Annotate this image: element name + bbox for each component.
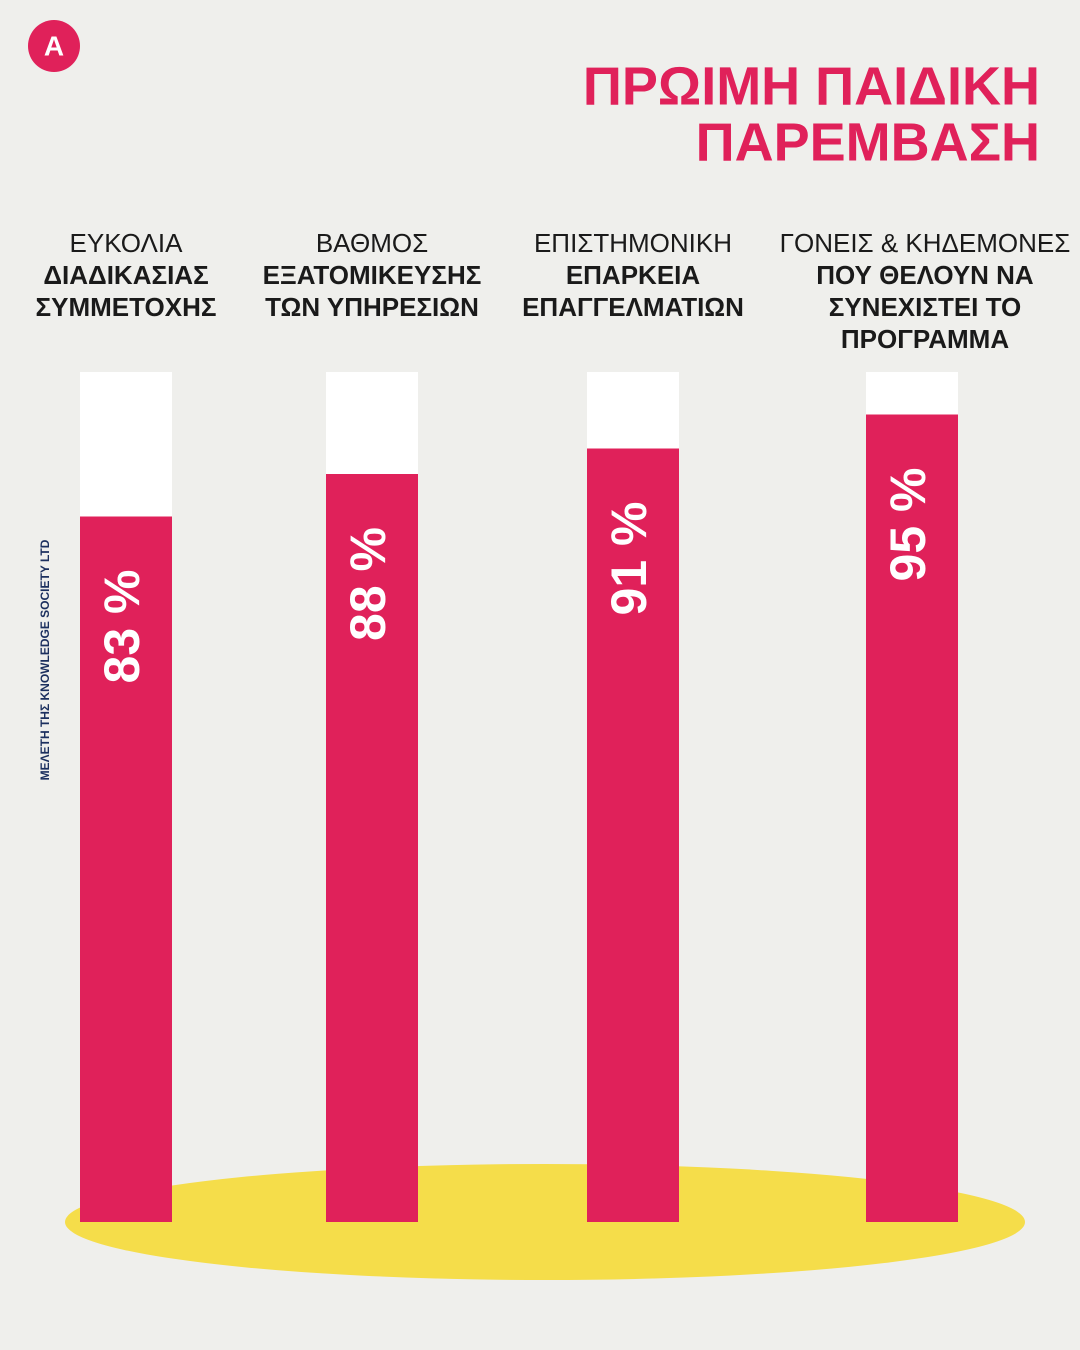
category-label: ΠΟΥ ΘΕΛΟΥΝ ΝΑ xyxy=(816,260,1034,290)
logo: A xyxy=(44,30,64,61)
value-label: 83 % xyxy=(94,570,150,684)
bar xyxy=(866,414,958,1222)
category-label: ΔΙΑΔΙΚΑΣΙΑΣ xyxy=(43,260,208,290)
category-label: ΕΠΙΣΤΗΜΟΝΙΚΗ xyxy=(534,228,732,258)
bar xyxy=(326,474,418,1222)
category-label: ΒΑΘΜΟΣ xyxy=(316,228,428,258)
category-label: ΕΥΚΟΛΙΑ xyxy=(70,228,184,258)
bar xyxy=(587,448,679,1222)
category-label: ΠΡΟΓΡΑΜΜΑ xyxy=(841,324,1009,354)
logo-badge xyxy=(28,20,80,72)
category-label: ΤΩΝ ΥΠΗΡΕΣΙΩΝ xyxy=(265,292,479,322)
category-label: ΕΠΑΓΓΕΛΜΑΤΙΩΝ xyxy=(522,292,744,322)
chart-title: ΠΑΡΕΜΒΑΣΗ xyxy=(696,112,1040,172)
category-label: ΕΠΑΡΚΕΙΑ xyxy=(566,260,701,290)
source: ΜΕΛΕΤΗ ΤΗΣ KNOWLEDGE SOCIETY LTD xyxy=(38,539,52,780)
value-label: 91 % xyxy=(601,502,657,616)
bar xyxy=(80,516,172,1222)
category-label: ΓΟΝΕΙΣ & ΚΗΔΕΜΟΝΕΣ xyxy=(780,228,1071,258)
value-label: 95 % xyxy=(880,468,936,582)
value-label: 88 % xyxy=(340,527,396,641)
category-label: ΣΥΜΜΕΤΟΧΗΣ xyxy=(36,292,217,322)
chart-title: ΠΡΩΙΜΗ ΠΑΙΔΙΚΗ xyxy=(583,56,1040,116)
category-label: ΕΞΑΤΟΜΙΚΕΥΣΗΣ xyxy=(263,260,482,290)
category-label: ΣΥΝΕΧΙΣΤΕΙ ΤΟ xyxy=(829,292,1022,322)
floor-ellipse xyxy=(65,1164,1025,1280)
